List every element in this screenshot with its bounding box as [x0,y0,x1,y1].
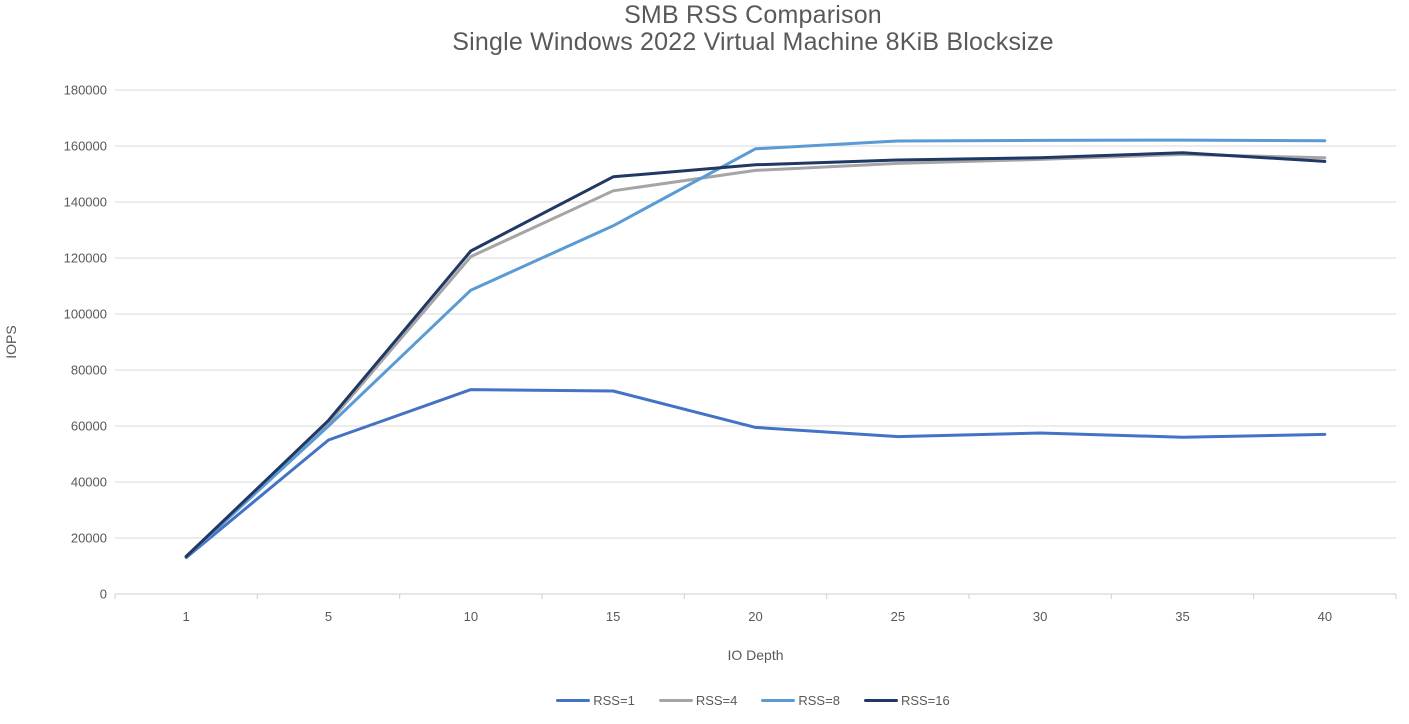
legend-item-rss-16: RSS=16 [863,692,950,708]
x-tick-label: 25 [891,609,905,624]
x-tick-label: 1 [183,609,190,624]
y-tick-label: 140000 [64,195,107,210]
x-tick-label: 35 [1175,609,1189,624]
series-line-rss-1 [184,388,1327,560]
x-tick-label: 15 [606,609,620,624]
legend-label-rss-1: RSS=1 [593,692,635,708]
y-tick-label: 20000 [71,531,107,546]
y-tick-label: 60000 [71,419,107,434]
y-tick-label: 120000 [64,251,107,266]
x-tick-label: 20 [748,609,762,624]
legend-label-rss-4: RSS=4 [695,692,738,708]
x-tick-label: 40 [1318,609,1332,624]
legend-label-rss-8: RSS=8 [798,692,840,708]
y-tick-label: 40000 [71,475,107,490]
legend-swatch-rss-4 [658,698,693,702]
legend-item-rss-8: RSS=8 [761,693,840,708]
legend-item-rss-4: RSS=4 [658,692,738,708]
x-tick-label: 10 [464,609,478,624]
y-tick-label: 100000 [64,307,107,322]
chart-title: SMB RSS Comparison Single Windows 2022 V… [110,2,1396,56]
series-line-rss-16 [184,151,1327,558]
x-tick-label: 5 [325,609,332,624]
legend-label-rss-16: RSS=16 [900,692,950,708]
legend-swatch-rss-1 [556,698,591,702]
y-tick-label: 0 [100,587,107,602]
chart-title-line2: Single Windows 2022 Virtual Machine 8KiB… [452,28,1054,56]
x-tick-label: 30 [1033,609,1047,624]
y-tick-label: 180000 [64,83,107,98]
y-tick-label: 160000 [64,139,107,154]
x-axis-title: IO Depth [727,647,783,663]
legend: RSS=1 RSS=4 RSS=8 RSS=16 [110,689,1396,711]
series-line-rss-8 [184,138,1327,559]
legend-swatch-rss-8 [761,698,796,702]
legend-swatch-rss-16 [863,698,898,702]
series-line-rss-4 [184,152,1327,558]
y-axis-title: IOPS [3,325,19,358]
y-tick-label: 80000 [71,363,107,378]
chart-title-line1: SMB RSS Comparison [624,1,882,29]
legend-item-rss-1: RSS=1 [556,693,635,708]
